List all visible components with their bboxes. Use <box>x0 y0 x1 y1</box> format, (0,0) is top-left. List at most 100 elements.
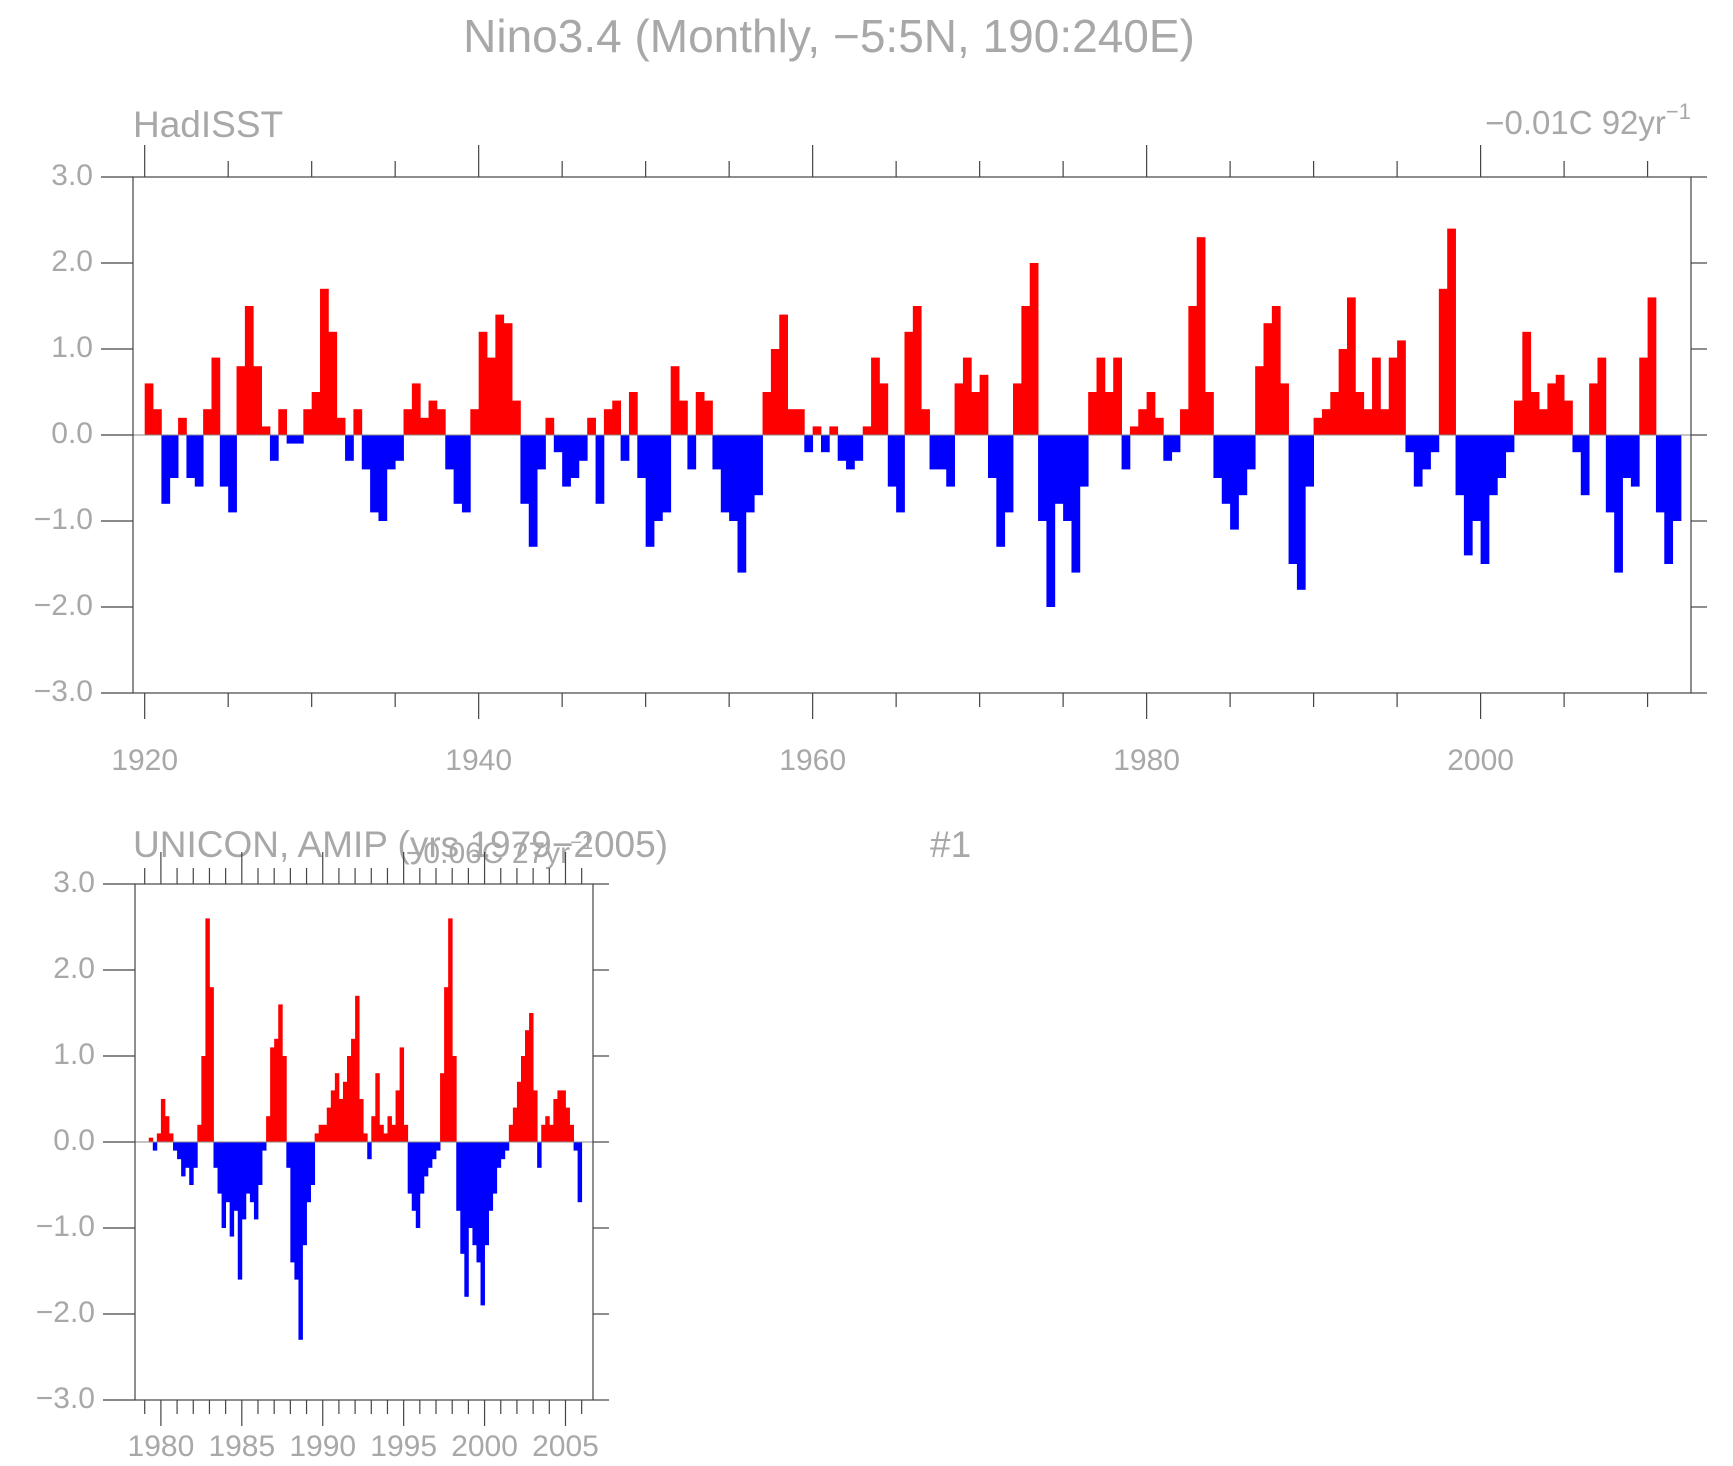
bar <box>353 409 363 435</box>
bar <box>754 435 763 496</box>
bar <box>1263 323 1273 435</box>
bar <box>395 1090 401 1142</box>
bar <box>1288 435 1298 564</box>
bar <box>228 435 237 513</box>
bar <box>286 435 296 444</box>
bar <box>386 435 396 470</box>
bar <box>654 435 663 521</box>
x-tick-label: 2000 <box>451 1430 518 1463</box>
bar <box>1430 435 1440 453</box>
y-tick-label: 1.0 <box>51 331 93 364</box>
bar <box>177 1142 182 1160</box>
bar <box>545 1116 550 1142</box>
bar <box>290 1142 295 1263</box>
bar <box>156 1133 162 1142</box>
bar <box>662 435 672 513</box>
bar <box>1672 435 1682 521</box>
bar <box>512 400 521 435</box>
bar <box>1547 383 1557 435</box>
bar <box>440 1073 445 1142</box>
bar <box>887 435 897 487</box>
bar <box>577 1142 583 1203</box>
bar <box>1614 435 1623 573</box>
x-tick-label: 1920 <box>111 744 178 777</box>
bar <box>488 1142 494 1211</box>
bar <box>516 1081 522 1142</box>
trend-exponent: −1 <box>570 832 593 854</box>
trend-text: −0.01C 92yr <box>1485 104 1666 141</box>
bar <box>221 1142 227 1228</box>
bar <box>871 357 880 435</box>
bar <box>314 1133 320 1142</box>
bar <box>1380 409 1390 435</box>
bar <box>294 1142 299 1280</box>
bar <box>1221 435 1231 504</box>
bar <box>1046 435 1056 607</box>
bar <box>492 1142 498 1194</box>
bar <box>1505 435 1515 453</box>
bar <box>704 400 713 435</box>
bar <box>371 1116 376 1142</box>
bar <box>428 400 438 435</box>
bar <box>1129 426 1139 435</box>
bar <box>399 1047 405 1142</box>
bar <box>423 1142 429 1177</box>
bar <box>445 435 455 470</box>
bar <box>862 426 872 435</box>
y-tick-label: 0.0 <box>53 1124 95 1157</box>
bar <box>1488 435 1498 496</box>
bar <box>181 1142 186 1177</box>
bar <box>1388 357 1398 435</box>
bar <box>186 435 196 478</box>
bar <box>520 1056 526 1142</box>
bar <box>436 1142 441 1151</box>
bar <box>541 1124 546 1142</box>
bar <box>679 400 688 435</box>
bar <box>1280 383 1289 435</box>
bar <box>359 1099 364 1142</box>
bar <box>178 417 187 435</box>
bar <box>197 1124 202 1142</box>
bar <box>153 409 162 435</box>
bar <box>954 383 964 435</box>
bar <box>1205 392 1214 435</box>
bar <box>1363 409 1373 435</box>
x-tick-label: 1940 <box>445 744 512 777</box>
bar <box>528 435 538 547</box>
bar <box>320 288 329 435</box>
bar <box>1104 392 1114 435</box>
bar <box>144 383 154 435</box>
bar <box>148 1137 154 1142</box>
trend-label: −0.06C 27yr−1 <box>406 832 593 870</box>
bar <box>203 409 212 435</box>
x-tick-label: 2000 <box>1447 744 1514 777</box>
bar <box>338 1099 344 1142</box>
x-tick-label: 1960 <box>779 744 846 777</box>
bar <box>470 409 480 435</box>
bar <box>1597 357 1607 435</box>
bar <box>452 1056 457 1142</box>
panel-title: UNICON, AMIP (yrs 1979−2005) <box>133 824 668 865</box>
bar <box>1255 366 1264 435</box>
bar <box>1246 435 1256 470</box>
y-tick-label: −3.0 <box>36 1382 95 1415</box>
bar <box>846 435 855 470</box>
bar <box>1113 357 1122 435</box>
bar <box>1405 435 1415 453</box>
bar <box>168 1133 174 1142</box>
y-tick-label: 0.0 <box>51 417 93 450</box>
bar <box>557 1090 562 1142</box>
bar <box>496 1142 502 1168</box>
bar <box>1079 435 1089 487</box>
y-tick-label: 1.0 <box>53 1038 95 1071</box>
bar <box>1639 357 1648 435</box>
bar <box>270 1047 275 1142</box>
bar <box>1530 392 1540 435</box>
bar <box>484 1142 490 1246</box>
bar <box>987 435 997 478</box>
bar <box>1029 263 1039 435</box>
bar <box>310 1142 316 1185</box>
bar <box>420 417 429 435</box>
y-tick-label: 3.0 <box>51 159 93 192</box>
